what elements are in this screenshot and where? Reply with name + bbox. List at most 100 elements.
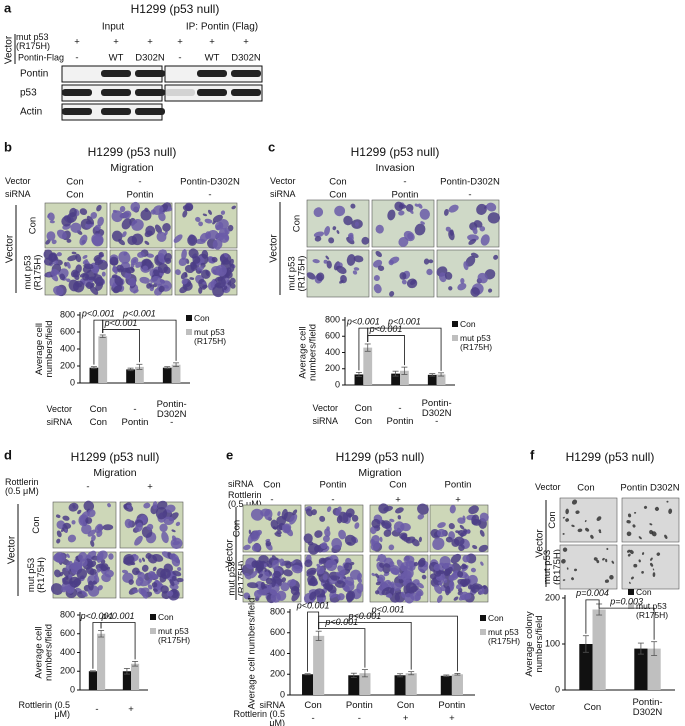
- cell: [64, 585, 72, 593]
- bar: [427, 374, 437, 385]
- cell: [87, 529, 96, 537]
- cell: [71, 520, 76, 525]
- legend-swatch: [452, 335, 458, 341]
- cell: [175, 521, 181, 527]
- cell: [480, 561, 484, 566]
- cell: [67, 534, 77, 543]
- cell: [376, 557, 380, 562]
- cell: [198, 221, 204, 227]
- cell: [65, 575, 69, 580]
- cell: [140, 209, 152, 221]
- cell: [316, 565, 325, 575]
- cell: [320, 542, 328, 550]
- cell: [289, 514, 298, 525]
- panel-subtitle: Migration: [110, 162, 153, 174]
- cell: [450, 553, 462, 564]
- row-name: siRNA: [228, 479, 254, 490]
- panel-letter: d: [4, 447, 12, 462]
- x-tick-label-box: -: [435, 417, 438, 427]
- cell: [324, 580, 330, 590]
- cell: [436, 528, 446, 538]
- lane-label: -: [178, 53, 181, 64]
- x-row-name: Vector: [46, 404, 72, 415]
- legend-label-box: mut p53 (R175H): [158, 627, 190, 645]
- x-tick-label-box: -: [358, 714, 361, 724]
- row-label-box: Con: [31, 516, 42, 533]
- column-label: Con: [66, 190, 83, 201]
- p-value: p=0.004: [575, 588, 609, 598]
- cell: [277, 511, 281, 517]
- cell: [322, 573, 328, 581]
- cell: [633, 563, 638, 568]
- x-tick-label: +: [402, 713, 409, 725]
- cell: [403, 230, 415, 242]
- cell: [604, 579, 610, 583]
- cell: [337, 593, 345, 601]
- x-tick-label-box: Pontin: [122, 418, 149, 428]
- cell: [445, 585, 451, 596]
- cell: [306, 272, 316, 280]
- x-tick-label-box: Pontin: [387, 417, 414, 427]
- cell: [274, 532, 282, 537]
- cell: [211, 256, 218, 263]
- cell: [346, 254, 356, 266]
- cell: [265, 577, 273, 585]
- cell: [152, 566, 157, 572]
- lane-label: +: [243, 37, 249, 48]
- cell: [650, 562, 654, 567]
- panel-letter: a: [4, 0, 12, 15]
- y-tick-label: 600: [60, 628, 75, 638]
- y-tick-label: 800: [60, 609, 75, 619]
- cell: [69, 576, 81, 588]
- cell: [161, 531, 169, 544]
- x-row-name: Vector: [529, 702, 555, 713]
- bar: [131, 663, 140, 690]
- cell: [256, 589, 267, 596]
- cell: [334, 205, 346, 217]
- legend-label: Con: [488, 612, 504, 623]
- group-label: Vector: [5, 234, 16, 263]
- cell: [436, 570, 445, 575]
- panel-title: H1299 (p53 null): [566, 450, 655, 464]
- column-label: +: [455, 495, 461, 506]
- micrograph: [303, 504, 364, 555]
- cell: [149, 286, 154, 292]
- cell: [160, 585, 169, 594]
- cell: [128, 278, 137, 287]
- cell: [467, 234, 479, 241]
- cell: [51, 239, 57, 245]
- micrograph: [429, 504, 489, 553]
- p-value: p=0.003: [609, 596, 643, 606]
- cell: [123, 251, 128, 256]
- y-tick-label: 0: [70, 377, 75, 387]
- cell: [457, 283, 467, 291]
- cell: [562, 532, 565, 535]
- cell: [571, 524, 575, 528]
- cell: [73, 280, 85, 293]
- cell: [144, 230, 153, 238]
- cell: [164, 504, 176, 513]
- cell: [137, 571, 146, 582]
- cell: [346, 591, 354, 603]
- bracket: [598, 601, 655, 640]
- x-row-name-box: Rottlerin (0.5 μM): [233, 709, 285, 726]
- row-name-box: mut p53 (R175H): [16, 32, 50, 51]
- column-label: -: [331, 495, 334, 506]
- cell: [139, 276, 150, 284]
- x-tick-label: Pontin-D302N: [156, 399, 187, 420]
- cell: [182, 205, 191, 212]
- legend-label: mut p53 (R175H): [636, 601, 669, 620]
- x-row-name-box: siRNA: [312, 417, 338, 426]
- cell: [121, 569, 129, 574]
- micrograph: [241, 554, 303, 604]
- bar: [302, 674, 314, 695]
- x-tick-label: -: [311, 713, 315, 725]
- cell: [471, 514, 480, 525]
- cell: [171, 535, 177, 542]
- legend-label-box: Con: [158, 612, 174, 621]
- y-tick-label: 0: [555, 684, 560, 694]
- cell: [47, 213, 50, 218]
- micrograph: [109, 201, 173, 249]
- row-label-box: Con: [27, 217, 38, 234]
- cell: [462, 515, 466, 521]
